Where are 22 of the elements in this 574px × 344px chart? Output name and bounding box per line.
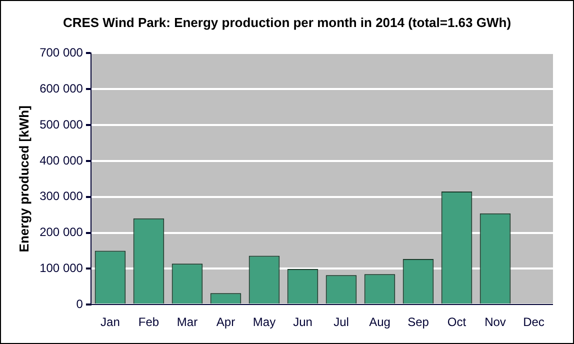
- x-tick-label: Jul: [334, 315, 349, 330]
- y-tick-label: 600 000: [40, 81, 84, 96]
- x-tick-label: Apr: [216, 315, 236, 330]
- x-tick-label: Dec: [523, 315, 544, 330]
- x-tick-label: Nov: [484, 315, 506, 330]
- x-tick-label: Sep: [408, 315, 430, 330]
- y-tick-label: 100 000: [40, 261, 84, 275]
- y-tick-label: 700 000: [40, 46, 84, 60]
- x-tick-label: Jun: [293, 315, 312, 330]
- y-tick-label: 0: [76, 296, 84, 311]
- y-axis-title: Energy produced [kWh]: [16, 106, 32, 252]
- x-tick-label: Oct: [447, 315, 467, 330]
- x-tick-label: May: [252, 315, 276, 330]
- x-tick-label: Mar: [176, 315, 198, 330]
- x-tick-label: Feb: [138, 315, 160, 330]
- y-tick-label: 200 000: [40, 225, 84, 240]
- x-tick-label: Aug: [369, 315, 390, 330]
- chart-title: CRES Wind Park: Energy production per month in 2014 (total=1.63 GWh): [62, 14, 512, 32]
- x-tick-label: Jan: [100, 315, 120, 330]
- y-tick-label: 300 000: [40, 189, 84, 204]
- y-tick-label: 500 000: [40, 117, 84, 132]
- y-tick-label: 400 000: [40, 153, 84, 168]
